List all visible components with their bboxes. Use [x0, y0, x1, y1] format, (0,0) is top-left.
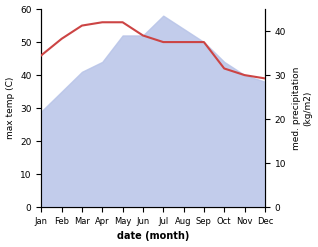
Y-axis label: med. precipitation
(kg/m2): med. precipitation (kg/m2) [292, 66, 313, 150]
Y-axis label: max temp (C): max temp (C) [5, 77, 15, 139]
X-axis label: date (month): date (month) [117, 231, 189, 242]
